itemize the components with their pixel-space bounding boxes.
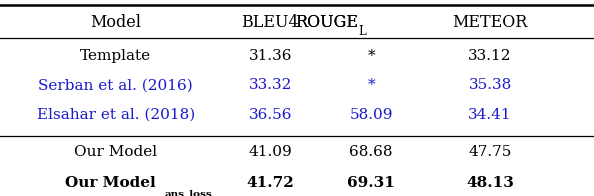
Text: 41.09: 41.09 xyxy=(248,145,292,159)
Text: Serban et al. (2016): Serban et al. (2016) xyxy=(39,78,193,92)
Text: 48.13: 48.13 xyxy=(466,176,514,190)
Text: ROUGE: ROUGE xyxy=(295,14,358,31)
Text: 33.12: 33.12 xyxy=(468,49,512,63)
Text: 33.32: 33.32 xyxy=(248,78,292,92)
Text: Our Model: Our Model xyxy=(74,145,157,159)
Text: Model: Model xyxy=(90,14,141,31)
Text: Our Model: Our Model xyxy=(65,176,155,190)
Text: ROUGE: ROUGE xyxy=(295,14,358,31)
Text: L: L xyxy=(359,25,366,38)
Text: 41.72: 41.72 xyxy=(247,176,294,190)
Text: 35.38: 35.38 xyxy=(469,78,511,92)
Text: BLEU4: BLEU4 xyxy=(241,14,299,31)
Text: 34.41: 34.41 xyxy=(468,108,512,122)
Text: Template: Template xyxy=(80,49,151,63)
Text: METEOR: METEOR xyxy=(453,14,527,31)
Text: 68.68: 68.68 xyxy=(349,145,393,159)
Text: 31.36: 31.36 xyxy=(248,49,292,63)
Text: *: * xyxy=(368,78,375,92)
Text: 47.75: 47.75 xyxy=(468,145,512,159)
Text: 58.09: 58.09 xyxy=(349,108,393,122)
Text: Elsahar et al. (2018): Elsahar et al. (2018) xyxy=(37,108,195,122)
Text: ans_loss: ans_loss xyxy=(165,190,212,196)
Text: 69.31: 69.31 xyxy=(347,176,395,190)
Text: *: * xyxy=(368,49,375,63)
Text: 36.56: 36.56 xyxy=(248,108,292,122)
